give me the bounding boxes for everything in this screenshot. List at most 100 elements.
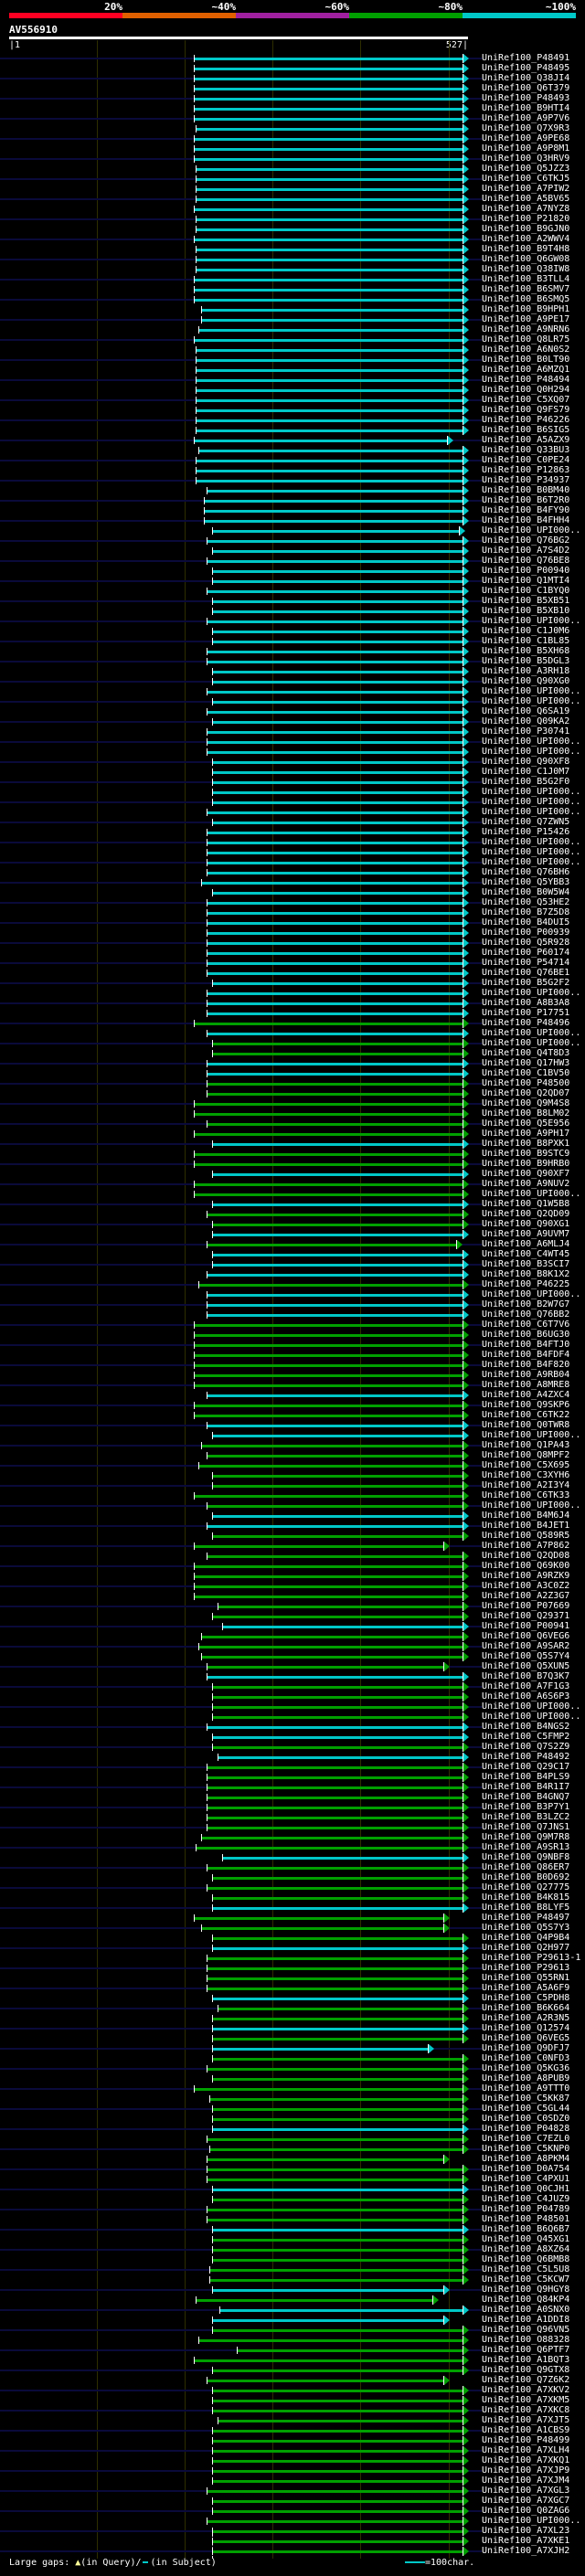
- hit-label-link[interactable]: UniRef100_Q9SKP6: [482, 1400, 570, 1410]
- hit-label-link[interactable]: UniRef100_Q27775: [482, 1882, 570, 1892]
- hit-label-link[interactable]: UniRef100_C4JUZ9: [482, 2194, 570, 2204]
- alignment-bar[interactable]: [212, 2390, 463, 2392]
- alignment-bar[interactable]: [206, 1967, 463, 1970]
- hit-label-link[interactable]: UniRef100_C0NFD3: [482, 2053, 570, 2063]
- alignment-bar[interactable]: [206, 1726, 463, 1729]
- alignment-bar[interactable]: [206, 560, 463, 563]
- alignment-bar[interactable]: [206, 1033, 463, 1035]
- alignment-bar[interactable]: [212, 641, 463, 643]
- hit-label-link[interactable]: UniRef100_C5KNP0: [482, 2144, 570, 2154]
- alignment-bar[interactable]: [198, 2339, 463, 2342]
- hit-label-link[interactable]: UniRef100_Q09KA2: [482, 716, 570, 726]
- alignment-bar[interactable]: [218, 1756, 463, 1759]
- hit-label-link[interactable]: UniRef100_Q5E956: [482, 1118, 570, 1129]
- alignment-bar[interactable]: [206, 1988, 463, 1990]
- hit-label-link[interactable]: UniRef100_A9UVM7: [482, 1229, 570, 1239]
- hit-label-link[interactable]: UniRef100_Q1MTI4: [482, 576, 570, 586]
- alignment-bar[interactable]: [212, 2410, 463, 2412]
- hit-label-link[interactable]: UniRef100_A6MZQ1: [482, 365, 570, 375]
- hit-label-link[interactable]: UniRef100_UPI000..: [482, 857, 581, 867]
- hit-label-link[interactable]: UniRef100_B3P7Y1: [482, 1802, 570, 1812]
- alignment-bar[interactable]: [206, 932, 463, 935]
- hit-label-link[interactable]: UniRef100_P48497: [482, 1913, 570, 1923]
- alignment-bar[interactable]: [212, 2440, 463, 2443]
- alignment-bar[interactable]: [206, 962, 463, 965]
- hit-label-link[interactable]: UniRef100_P48501: [482, 2214, 570, 2224]
- alignment-bar[interactable]: [194, 1153, 463, 1156]
- hit-label-link[interactable]: UniRef100_B2W7G7: [482, 1299, 570, 1309]
- hit-label-link[interactable]: UniRef100_A9PE68: [482, 133, 570, 143]
- alignment-bar[interactable]: [194, 1163, 463, 1166]
- hit-label-link[interactable]: UniRef100_UPI000..: [482, 1189, 581, 1199]
- alignment-bar[interactable]: [212, 1043, 463, 1045]
- hit-label-link[interactable]: UniRef100_A7NYZ8: [482, 204, 570, 214]
- alignment-bar[interactable]: [194, 1023, 463, 1025]
- hit-label-link[interactable]: UniRef100_A7F1G3: [482, 1681, 570, 1691]
- hit-label-link[interactable]: UniRef100_Q76BH6: [482, 867, 570, 877]
- hit-label-link[interactable]: UniRef100_Q12574: [482, 2023, 570, 2033]
- alignment-bar[interactable]: [212, 2319, 444, 2322]
- alignment-bar[interactable]: [206, 1063, 463, 1065]
- hit-label-link[interactable]: UniRef100_B5XB51: [482, 596, 570, 606]
- alignment-bar[interactable]: [206, 661, 463, 663]
- alignment-bar[interactable]: [196, 228, 463, 231]
- alignment-bar[interactable]: [212, 1746, 463, 1749]
- alignment-bar[interactable]: [206, 2178, 463, 2181]
- alignment-bar[interactable]: [206, 1083, 463, 1086]
- alignment-bar[interactable]: [212, 1143, 463, 1146]
- alignment-bar[interactable]: [206, 912, 463, 915]
- hit-label-link[interactable]: UniRef100_Q5YBB3: [482, 877, 570, 887]
- alignment-bar[interactable]: [200, 1927, 444, 1930]
- alignment-bar[interactable]: [198, 1284, 463, 1287]
- hit-label-link[interactable]: UniRef100_Q90XF8: [482, 757, 570, 767]
- hit-label-link[interactable]: UniRef100_Q7X9R3: [482, 123, 570, 133]
- hit-label-link[interactable]: UniRef100_A6MLJ4: [482, 1239, 570, 1249]
- hit-label-link[interactable]: UniRef100_Q5KG36: [482, 2063, 570, 2073]
- alignment-bar[interactable]: [203, 500, 463, 503]
- alignment-bar[interactable]: [196, 218, 463, 221]
- alignment-bar[interactable]: [212, 681, 463, 684]
- hit-label-link[interactable]: UniRef100_B3SCI7: [482, 1259, 570, 1269]
- alignment-bar[interactable]: [212, 771, 463, 774]
- hit-label-link[interactable]: UniRef100_B4K815: [482, 1892, 570, 1903]
- alignment-bar[interactable]: [206, 1304, 463, 1307]
- hit-label-link[interactable]: UniRef100_Q55RN1: [482, 1973, 570, 1983]
- hit-label-link[interactable]: UniRef100_B6K664: [482, 2003, 570, 2013]
- alignment-bar[interactable]: [194, 1595, 463, 1598]
- alignment-bar[interactable]: [196, 269, 463, 271]
- alignment-bar[interactable]: [212, 1736, 463, 1739]
- alignment-bar[interactable]: [221, 1857, 463, 1860]
- alignment-bar[interactable]: [206, 1505, 463, 1508]
- alignment-bar[interactable]: [212, 721, 463, 724]
- alignment-bar[interactable]: [206, 972, 463, 975]
- hit-label-link[interactable]: UniRef100_Q6T379: [482, 83, 570, 93]
- hit-label-link[interactable]: UniRef100_UPI000..: [482, 1712, 581, 1722]
- hit-label-link[interactable]: UniRef100_UPI000..: [482, 797, 581, 807]
- alignment-bar[interactable]: [212, 761, 463, 764]
- hit-label-link[interactable]: UniRef100_B8K1X2: [482, 1269, 570, 1279]
- hit-label-link[interactable]: UniRef100_UPI000..: [482, 1430, 581, 1440]
- hit-label-link[interactable]: UniRef100_A7XJM4: [482, 2475, 570, 2486]
- alignment-bar[interactable]: [212, 2259, 463, 2262]
- hit-label-link[interactable]: UniRef100_Q38JI4: [482, 73, 570, 83]
- hit-label-link[interactable]: UniRef100_B7Z5D8: [482, 907, 570, 917]
- alignment-bar[interactable]: [196, 198, 463, 201]
- alignment-bar[interactable]: [194, 239, 463, 241]
- alignment-bar[interactable]: [206, 1867, 463, 1870]
- hit-label-link[interactable]: UniRef100_A7XKE1: [482, 2536, 570, 2546]
- alignment-bar[interactable]: [212, 2199, 463, 2201]
- hit-label-link[interactable]: UniRef100_P15426: [482, 827, 570, 837]
- hit-label-link[interactable]: UniRef100_A7P862: [482, 1541, 570, 1551]
- alignment-bar[interactable]: [212, 2450, 463, 2453]
- alignment-bar[interactable]: [218, 2420, 463, 2422]
- hit-label-link[interactable]: UniRef100_A1CBS9: [482, 2425, 570, 2435]
- hit-label-link[interactable]: UniRef100_P48491: [482, 53, 570, 63]
- hit-label-link[interactable]: UniRef100_Q9FS79: [482, 405, 570, 415]
- hit-label-link[interactable]: UniRef100_Q5S7Y3: [482, 1923, 570, 1933]
- alignment-bar[interactable]: [206, 1002, 463, 1005]
- hit-label-link[interactable]: UniRef100_P48493: [482, 93, 570, 103]
- alignment-bar[interactable]: [206, 1555, 463, 1558]
- alignment-bar[interactable]: [206, 1776, 463, 1779]
- alignment-bar[interactable]: [196, 2299, 433, 2302]
- hit-label-link[interactable]: UniRef100_A5BV65: [482, 194, 570, 204]
